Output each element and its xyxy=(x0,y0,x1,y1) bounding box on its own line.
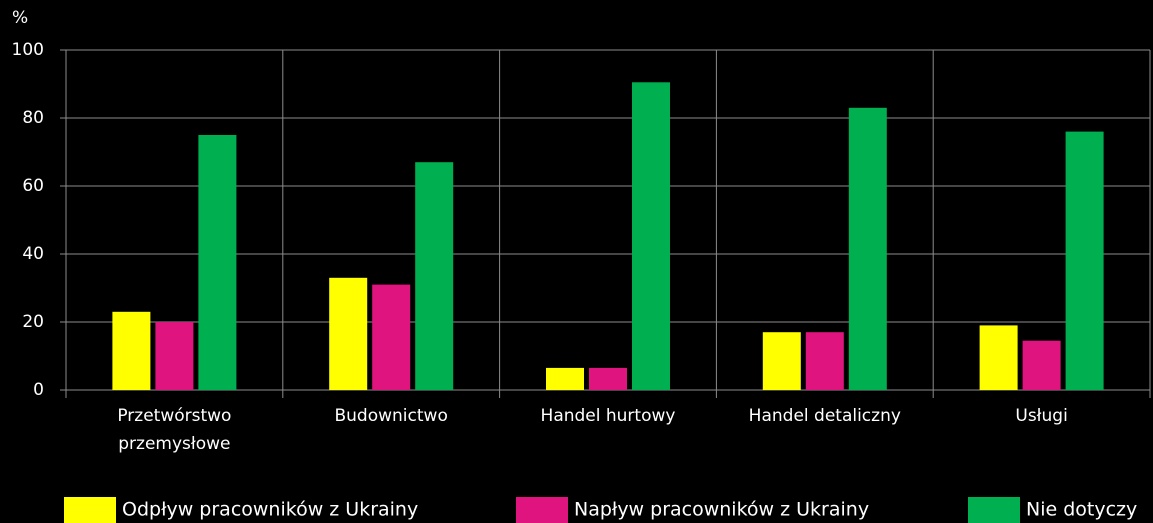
legend-swatch xyxy=(516,497,568,523)
bar xyxy=(546,367,584,390)
x-tick-label: Handel hurtowy xyxy=(540,406,676,426)
legend-swatch xyxy=(64,497,116,523)
bar xyxy=(372,284,411,390)
bar xyxy=(112,311,151,390)
y-tick-label: 80 xyxy=(22,108,44,128)
bar xyxy=(1065,131,1104,390)
x-tick-label: Usługi xyxy=(1015,406,1068,426)
legend-label: Nie dotyczy xyxy=(1026,499,1137,521)
y-tick-label: 100 xyxy=(12,40,44,60)
bar xyxy=(979,325,1018,390)
bar xyxy=(632,82,670,391)
bar xyxy=(805,332,844,390)
y-tick-label: 40 xyxy=(22,244,44,264)
bar xyxy=(1022,340,1061,390)
y-axis-label: % xyxy=(12,8,28,28)
y-tick-label: 0 xyxy=(33,380,44,400)
y-tick-label: 60 xyxy=(22,176,44,196)
legend-label: Odpływ pracowników z Ukrainy xyxy=(122,499,418,521)
bar xyxy=(415,162,454,390)
bar xyxy=(329,277,368,390)
bar xyxy=(589,367,627,390)
bar xyxy=(155,322,194,390)
x-tick-label: Handel detaliczny xyxy=(748,406,901,426)
legend-label: Napływ pracowników z Ukrainy xyxy=(574,499,869,521)
bar xyxy=(762,332,801,390)
bar xyxy=(198,135,237,390)
y-tick-label: 20 xyxy=(22,312,44,332)
bar xyxy=(848,107,887,391)
x-tick-label: Przetwórstwo przemysłowe xyxy=(117,406,232,454)
legend-swatch xyxy=(968,497,1020,523)
x-tick-label: Budownictwo xyxy=(334,406,448,426)
